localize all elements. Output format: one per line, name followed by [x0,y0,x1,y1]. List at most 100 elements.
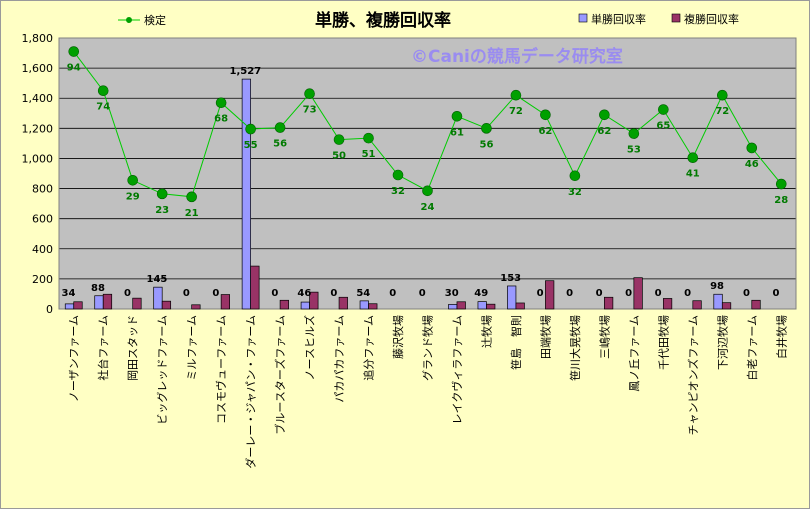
line-value-label: 21 [185,208,199,219]
bar-value-label: 0 [655,288,662,299]
category-label: ノースヒルズ [303,315,317,380]
bar-value-label: 30 [445,288,459,299]
line-value-label: 24 [421,202,435,213]
line-marker [422,185,433,197]
category-label: 辻牧場 [479,315,493,348]
bar-tansho [448,304,458,310]
bar-fukusho [721,302,732,310]
bar-value-label: 0 [625,288,632,299]
line-value-label: 73 [303,105,317,116]
line-value-label: 72 [715,106,729,117]
line-value-label: 56 [479,139,493,150]
legend-swatch-tansho [578,13,588,23]
bar-fukusho [692,300,702,310]
line-value-label: 32 [568,187,582,198]
line-marker [304,88,315,100]
y-tick-label: 1,600 [22,62,54,75]
category-label: レイクヴィラファーム [450,315,464,424]
line-marker [186,191,197,203]
bar-value-label: 0 [743,288,750,299]
category-label: 下河辺牧場 [715,315,729,370]
bar-tansho [477,301,487,310]
plot-border [58,37,797,310]
line-marker [156,188,168,200]
category-label: 笹川大晃牧場 [568,315,582,381]
line-value-label: 94 [67,63,81,74]
line-marker [510,89,522,101]
category-label: 田端牧場 [538,315,552,359]
bar-fukusho [486,303,496,310]
bar-value-label: 153 [500,273,521,284]
line-value-label: 65 [656,121,670,132]
bar-value-label: 0 [212,288,219,299]
y-tick-label: 1,000 [22,152,54,165]
category-label: 追分ファーム [362,315,376,381]
bar-value-label: 0 [330,288,337,299]
bar-fukusho [633,277,643,310]
bar-value-label: 145 [146,274,167,285]
bar-fukusho [456,301,466,310]
bar-value-label: 0 [271,288,278,299]
line-marker [68,46,80,57]
category-label: 社台ファーム [96,315,110,381]
category-label: 白井牧場 [774,315,788,359]
category-label: 笹島 智則 [509,315,523,370]
line-marker [687,152,699,163]
bar-tansho [359,300,369,310]
category-label: パカパカファーム [333,315,346,403]
category-label: 藤沢牧場 [391,315,405,359]
line-value-label: 72 [509,106,523,117]
bar-value-label: 34 [62,288,76,299]
line-value-label: 51 [362,149,376,160]
category-label: ノーザンファーム [68,315,81,402]
line-value-label: 62 [538,126,552,137]
bar-fukusho [545,280,555,310]
legend-label: 複勝回収率 [684,12,739,26]
line-value-label: 62 [597,126,611,137]
bar-fukusho [338,296,348,310]
bar-fukusho [515,302,525,310]
line-marker [333,134,345,145]
line-value-label: 29 [126,191,140,202]
legend-swatch-fukusho [671,13,681,23]
line-value-label: 28 [774,195,788,206]
line-marker [716,89,728,101]
line-marker [127,174,138,186]
line-marker [775,178,787,190]
y-tick-label: 1,800 [22,32,54,45]
line-value-label: 68 [214,114,228,125]
line-marker [451,110,463,122]
bar-value-label: 46 [297,288,311,299]
category-label: グランド牧場 [421,315,435,381]
category-label: 鳳ノ丘ファーム [628,315,641,392]
bar-fukusho [73,301,83,310]
bar-value-label: 0 [183,288,190,299]
line-marker [599,109,610,121]
bar-fukusho [132,297,142,310]
legend-label: 検定 [144,13,166,27]
bar-value-label: 0 [566,288,573,299]
line-value-label: 50 [332,151,346,162]
line-value-label: 74 [96,102,110,113]
line-marker [97,85,109,96]
category-label: 岡田スタッド [127,315,140,381]
line-marker [540,109,551,121]
bar-value-label: 98 [710,281,724,292]
category-label: 千代田牧場 [656,315,670,370]
line-value-label: 53 [627,145,641,156]
bar-value-label: 0 [773,288,780,299]
bar-tansho [94,295,104,310]
bar-value-label: 1,527 [230,66,262,77]
bar-value-label: 0 [684,288,691,299]
bar-value-label: 88 [91,283,105,294]
legend-line-marker [126,17,132,23]
bar-fukusho [662,298,673,310]
line-marker [215,97,227,109]
bar-value-label: 54 [356,288,370,299]
bar-fukusho [368,303,378,310]
line-marker [392,169,404,181]
y-tick-label: 200 [32,273,53,286]
category-label: ブルースターズファーム [273,315,287,435]
